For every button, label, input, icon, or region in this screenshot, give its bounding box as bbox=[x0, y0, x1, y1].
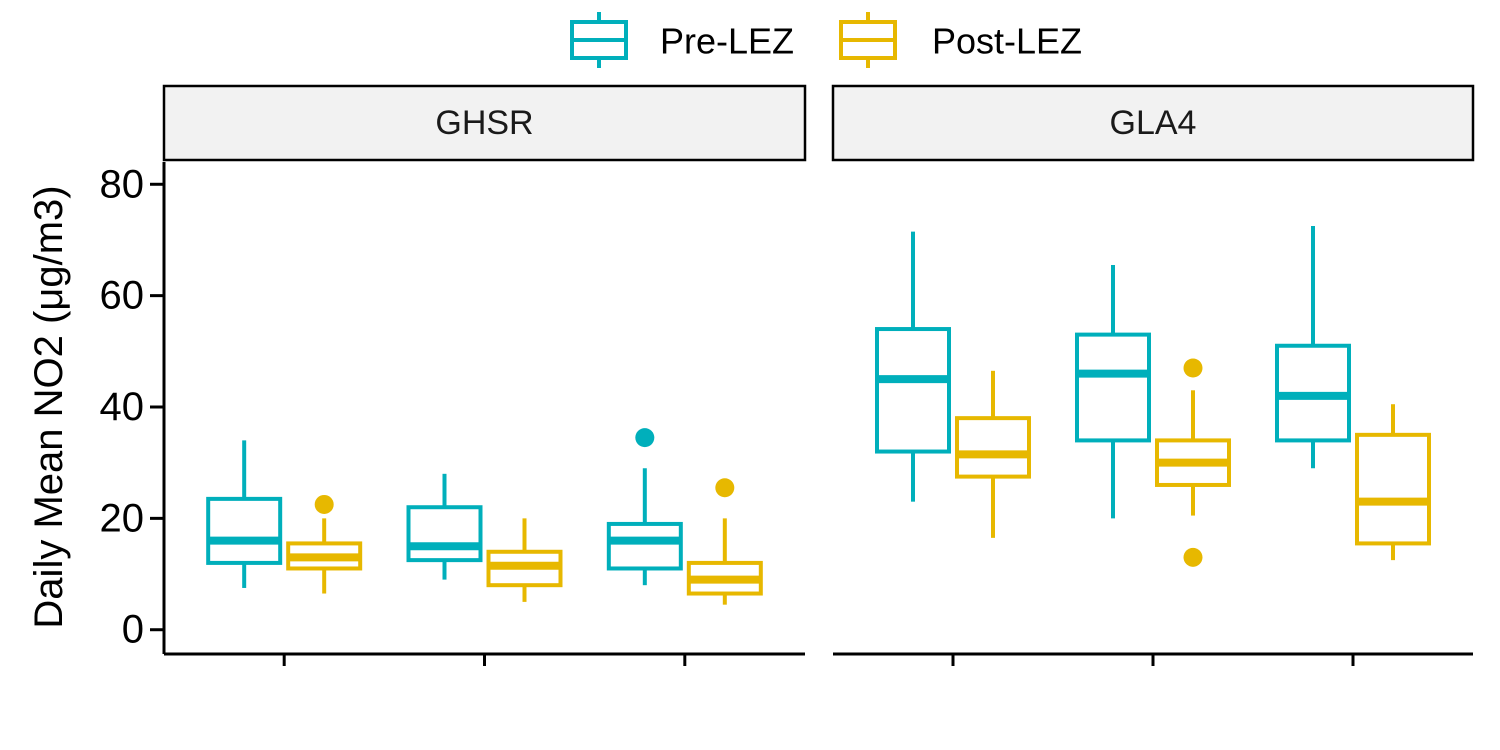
box-post-lez bbox=[286, 494, 363, 594]
legend-label: Pre-LEZ bbox=[660, 21, 794, 62]
legend-label: Post-LEZ bbox=[932, 21, 1082, 62]
box-post-lez bbox=[1355, 404, 1431, 561]
box-body bbox=[606, 521, 683, 571]
outlier-point bbox=[715, 478, 735, 498]
y-tick-label: 80 bbox=[100, 162, 145, 206]
facet-strip-label: GHSR bbox=[435, 104, 533, 142]
box-post-lez bbox=[486, 518, 563, 602]
box-pre-lez bbox=[875, 231, 951, 502]
box-pre-lez bbox=[1075, 265, 1151, 519]
facet-strip-label: GLA4 bbox=[1110, 104, 1197, 142]
box-pre-lez bbox=[606, 428, 683, 586]
box-body bbox=[1075, 332, 1151, 443]
box-body bbox=[1355, 432, 1431, 546]
box-pre-lez bbox=[206, 440, 283, 588]
box-body bbox=[406, 505, 483, 563]
legend-item-0: Pre-LEZ bbox=[570, 12, 794, 68]
y-tick-label: 20 bbox=[100, 496, 145, 540]
panel-gla4: GLA4 bbox=[831, 84, 1475, 666]
panel-ghsr: GHSR bbox=[162, 84, 807, 666]
facet-strip bbox=[162, 84, 807, 162]
box-post-lez bbox=[1155, 358, 1231, 567]
legend-item-1: Post-LEZ bbox=[839, 12, 1082, 68]
y-tick-label: 60 bbox=[100, 274, 145, 318]
facet-strip bbox=[831, 84, 1475, 162]
outlier-point bbox=[1183, 547, 1203, 567]
y-tick-label: 0 bbox=[122, 608, 144, 652]
box-body bbox=[206, 496, 283, 565]
box-pre-lez bbox=[1275, 226, 1351, 469]
outlier-point bbox=[635, 428, 655, 448]
box-post-lez bbox=[686, 478, 763, 605]
box-body bbox=[955, 416, 1031, 479]
box-body bbox=[875, 327, 951, 454]
outlier-point bbox=[1183, 358, 1203, 378]
outlier-point bbox=[314, 494, 334, 514]
y-tick-label: 40 bbox=[100, 385, 145, 429]
y-axis-title: Daily Mean NO2 (μg/m3) bbox=[27, 185, 71, 628]
box-pre-lez bbox=[406, 473, 483, 580]
box-post-lez bbox=[955, 370, 1031, 538]
